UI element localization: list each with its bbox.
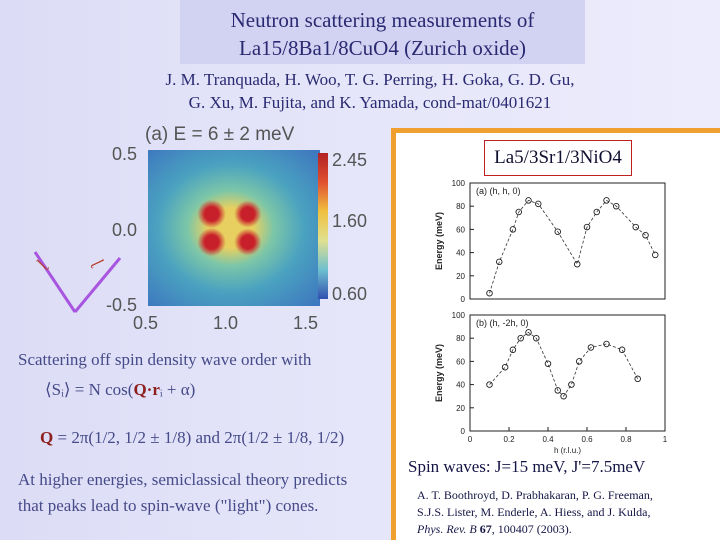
dispersion-charts: 0 20 40 60 80 100 (a) (h, h, 0) Energy (meV) 0 20…	[434, 179, 668, 455]
slide-title: Neutron scattering measurements of La15/…	[180, 6, 585, 62]
data-point	[652, 251, 659, 259]
data-point	[525, 197, 532, 204]
compound-label: La5/3Sr1/3NiO4	[484, 140, 632, 176]
data-point	[632, 223, 639, 231]
reference-pages: , 100407 (2003).	[491, 522, 572, 536]
y-axis-label: Energy (meV)	[434, 212, 444, 270]
chart-frame	[469, 182, 666, 300]
x-tick: 1.0	[213, 313, 239, 333]
data-point	[573, 260, 581, 268]
x-tick-label: 0.2	[503, 435, 515, 444]
heatmap-title: (a) E = 6 ± 2 meV	[145, 124, 295, 145]
data-point	[509, 226, 517, 233]
reference-line-1: A. T. Boothroyd, D. Prabhakaran, P. G. F…	[417, 488, 653, 502]
formula-rhs: ᵢ + α)	[159, 380, 196, 399]
data-point	[642, 231, 649, 239]
x-tick-label: 0.8	[620, 435, 632, 444]
y-tick-label: 0	[461, 295, 466, 304]
authors: J. M. Tranquada, H. Woo, T. G. Perring, …	[0, 68, 720, 114]
x-tick: 0.5	[133, 313, 159, 333]
y-tick-label: 40	[456, 249, 465, 258]
title-background	[180, 0, 585, 64]
y-tick-label: 20	[456, 272, 465, 281]
authors-line-2: G. Xu, M. Fujita, and K. Yamada, cond-ma…	[188, 93, 552, 112]
data-point	[587, 344, 595, 351]
reference-journal: Phys. Rev. B	[417, 522, 477, 536]
data-point	[618, 346, 626, 354]
data-point	[533, 334, 540, 342]
x-axis-label: h (r.l.u.)	[554, 446, 581, 455]
colorbar-tick: 1.60	[332, 211, 368, 231]
data-point	[486, 381, 493, 388]
data-point	[560, 392, 567, 400]
high-energy-text-2: that peaks lead to spin-wave ("light") c…	[18, 496, 319, 515]
data-point	[501, 363, 509, 371]
y-tick: 0.0	[112, 220, 138, 240]
reference-line-3: Phys. Rev. B 67, 100407 (2003).	[417, 521, 653, 538]
y-tick-label: 100	[452, 311, 466, 320]
y-tick-label: 100	[452, 179, 466, 188]
data-point	[554, 228, 561, 235]
reference-line-2: S.J.S. Lister, M. Enderle, A. Hiess, and…	[417, 505, 651, 519]
colorbar	[318, 153, 328, 299]
x-tick-label: 1	[663, 435, 668, 444]
y-tick: -0.5	[106, 295, 138, 315]
y-tick-label: 60	[456, 357, 465, 366]
formula-qr: Q·r	[133, 380, 160, 399]
authors-line-1: J. M. Tranquada, H. Woo, T. G. Perring, …	[165, 70, 575, 89]
colorbar-tick: 0.60	[332, 284, 368, 304]
chart-frame	[469, 314, 666, 432]
title-line-2: La15/8Ba1/8CuO4 (Zurich oxide)	[239, 36, 526, 60]
y-tick-label: 60	[456, 225, 465, 234]
data-point	[534, 200, 542, 208]
y-tick: 0.5	[112, 144, 138, 164]
spin-waves-text: Spin waves: J=15 meV, J'=7.5meV	[408, 457, 646, 476]
direction-arrows	[33, 251, 122, 313]
data-point	[525, 329, 532, 336]
x-tick: 1.5	[293, 313, 319, 333]
data-point	[486, 289, 493, 297]
chart-title: (a) (h, h, 0)	[476, 186, 521, 196]
data-point	[495, 258, 503, 266]
sdw-description: Scattering off spin density wave order w…	[18, 350, 312, 369]
data-point	[583, 223, 591, 231]
y-tick-label: 40	[456, 381, 465, 390]
data-point	[568, 381, 575, 388]
x-tick-label: 0	[468, 435, 473, 444]
dispersion-curve	[489, 199, 656, 294]
dispersion-curve	[489, 331, 639, 397]
sdw-formula: ⟨Sᵢ⟩ = N cos(Q·rᵢ + α)	[45, 380, 195, 400]
colorbar-tick: 2.45	[332, 150, 368, 170]
intensity-heatmap	[148, 150, 320, 306]
data-point	[634, 375, 641, 383]
y-tick-label: 20	[456, 404, 465, 413]
data-point	[603, 340, 610, 348]
y-axis-label: Energy (meV)	[434, 344, 444, 402]
x-tick-label: 0.4	[542, 435, 554, 444]
data-point	[575, 358, 583, 365]
data-point	[612, 202, 620, 210]
y-tick-label: 0	[461, 427, 466, 436]
q-values: = 2π(1/2, 1/2 ± 1/8) and 2π(1/2 ± 1/8, 1…	[53, 428, 345, 447]
data-point	[509, 346, 517, 354]
x-tick-label: 0.6	[581, 435, 593, 444]
data-point	[554, 387, 561, 394]
q-symbol: Q	[40, 428, 54, 447]
reference-volume: 67	[479, 522, 492, 536]
data-point	[515, 208, 522, 216]
y-tick-label: 80	[456, 334, 465, 343]
high-energy-text-1: At higher energies, semiclassical theory…	[18, 470, 348, 489]
data-point	[603, 197, 610, 204]
reference: A. T. Boothroyd, D. Prabhakaran, P. G. F…	[417, 487, 653, 538]
y-tick-label: 80	[456, 202, 465, 211]
data-point	[544, 360, 552, 367]
formula-lhs: ⟨Sᵢ⟩ = N cos(	[45, 380, 134, 399]
q-formula: Q = 2π(1/2, 1/2 ± 1/8) and 2π(1/2 ± 1/8,…	[40, 428, 344, 448]
title-line-1: Neutron scattering measurements of	[230, 8, 535, 32]
data-point	[517, 334, 524, 342]
data-point	[593, 208, 600, 216]
chart-title: (b) (h, -2h, 0)	[476, 318, 529, 328]
